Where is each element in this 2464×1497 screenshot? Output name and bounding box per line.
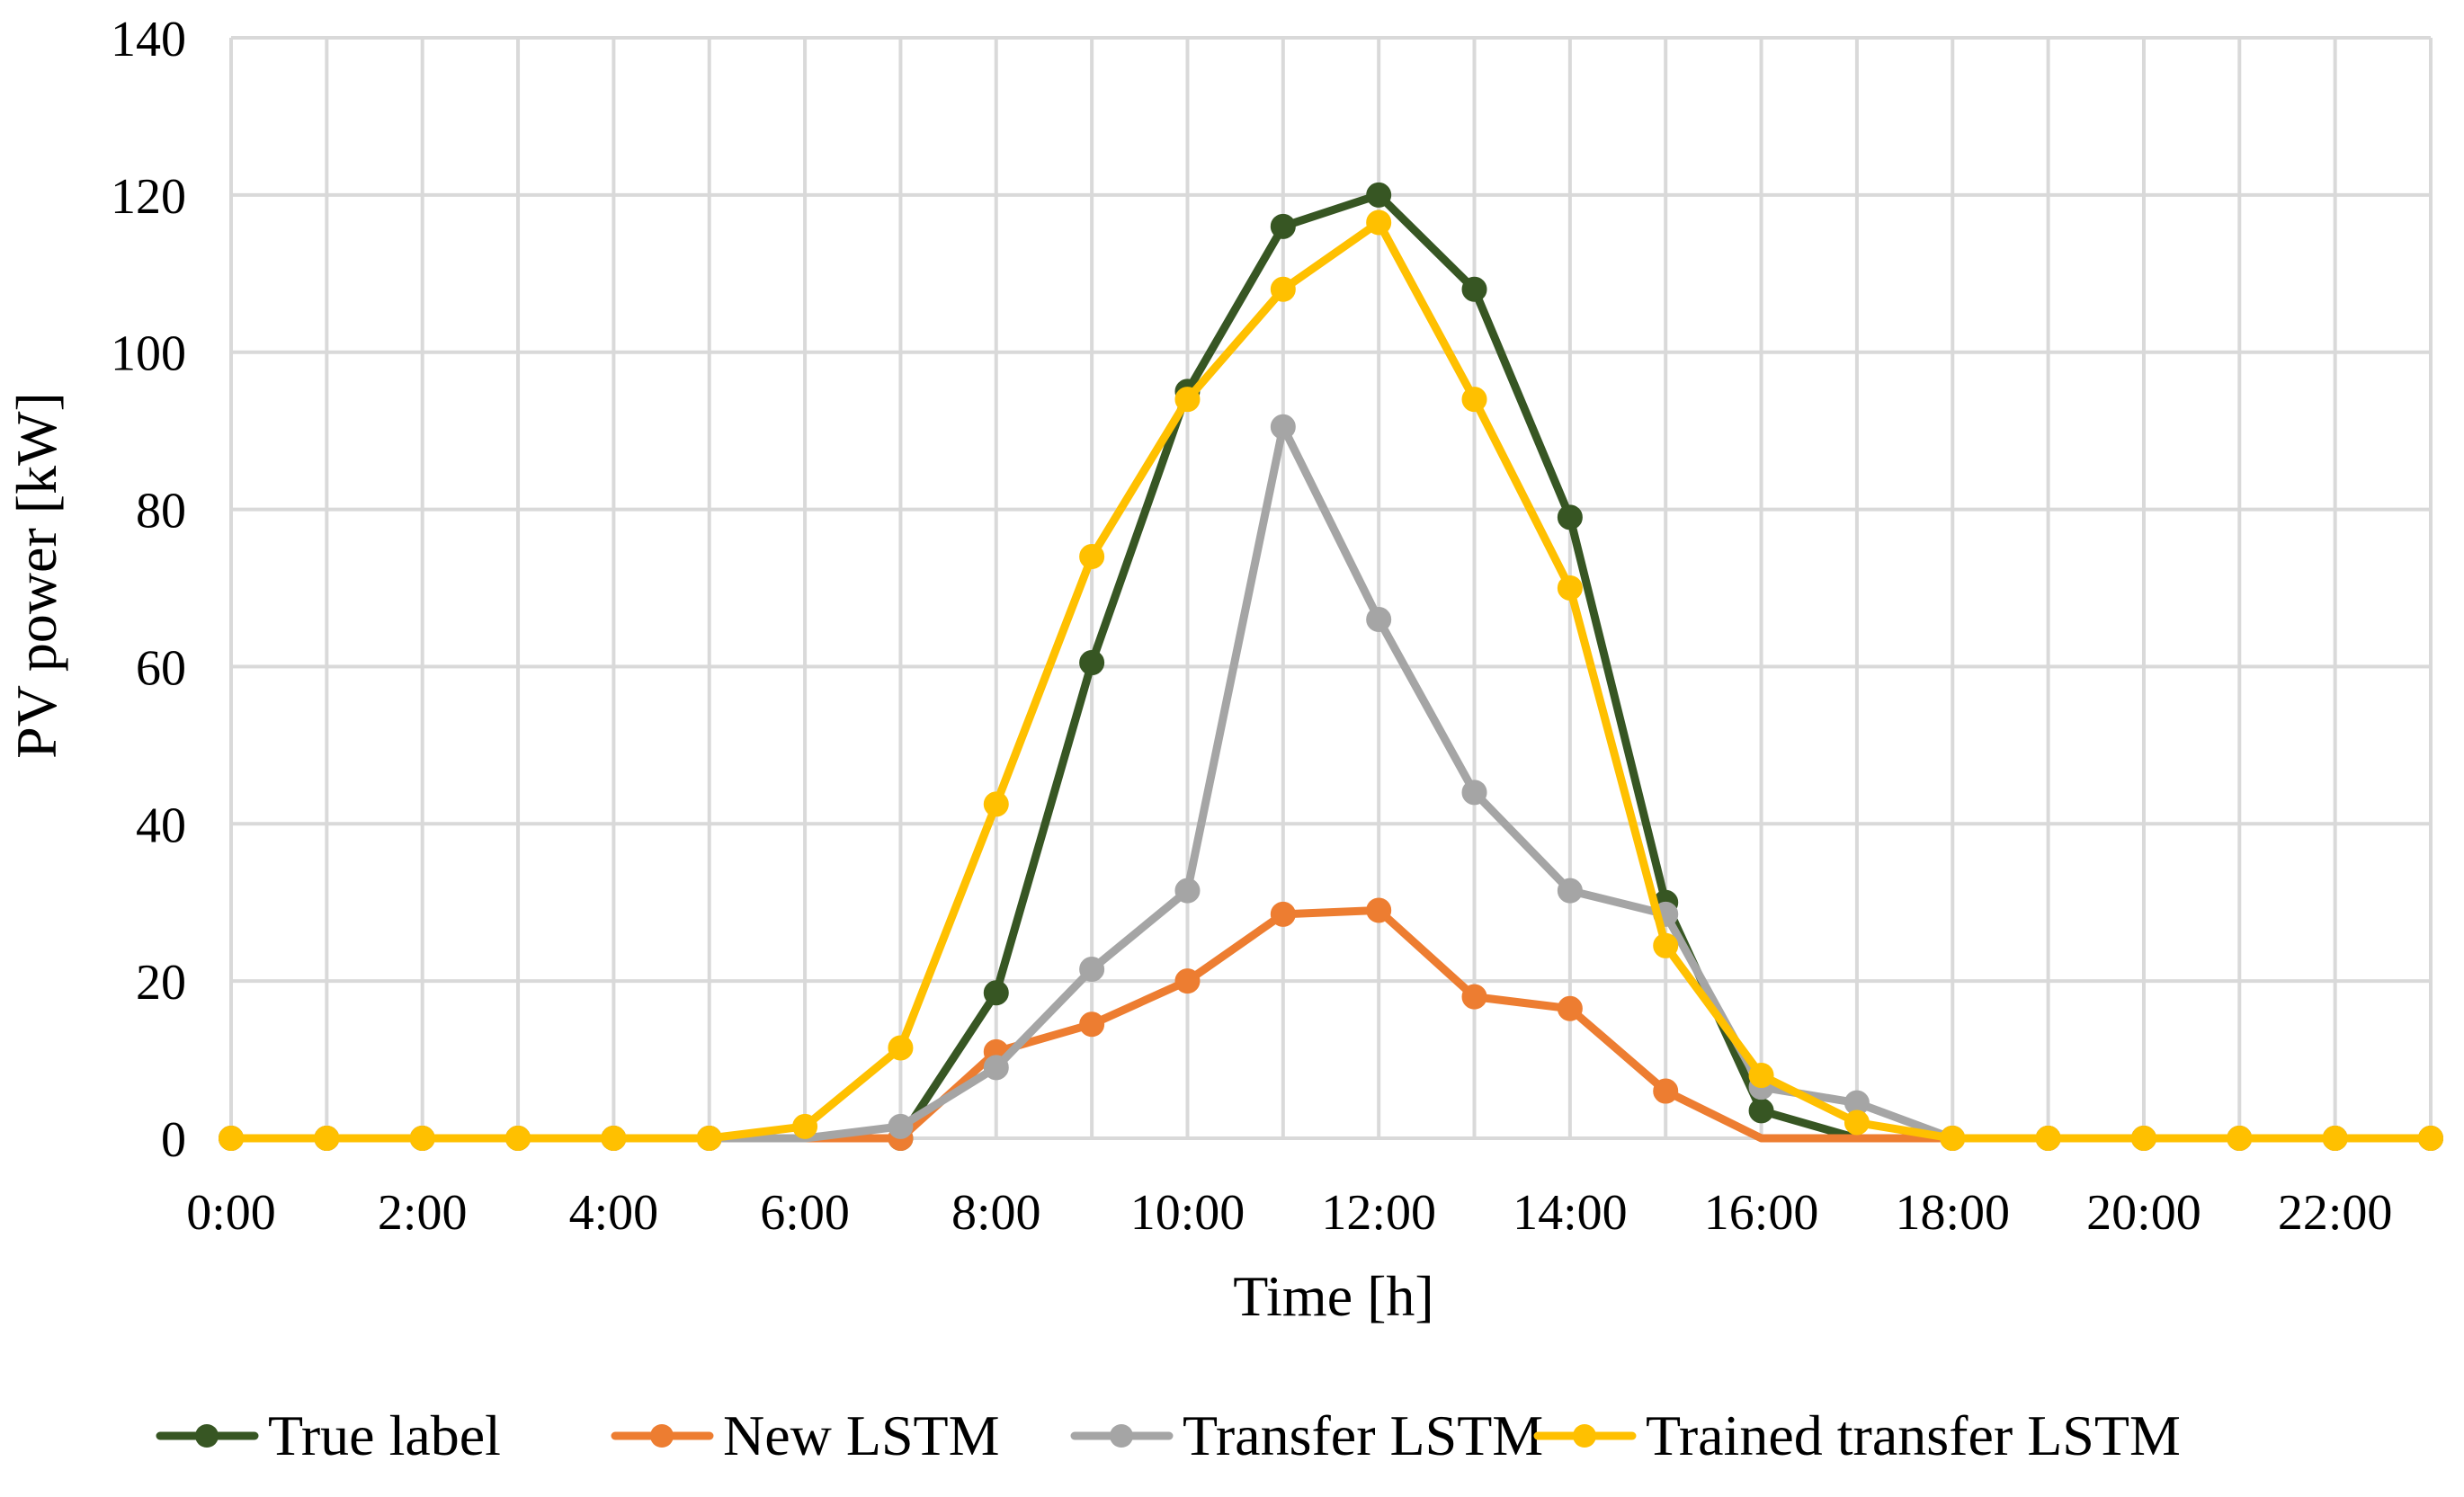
data-point-new-lstm xyxy=(1366,897,1392,923)
data-point-transfer-lstm xyxy=(983,1055,1009,1081)
x-tick-label: 8:00 xyxy=(951,1185,1041,1241)
y-tick-label: 80 xyxy=(136,484,186,539)
x-tick-label: 18:00 xyxy=(1895,1185,2010,1241)
data-point-new-lstm xyxy=(1653,1078,1679,1104)
data-point-trained-transfer-lstm xyxy=(601,1126,627,1151)
x-tick-label: 6:00 xyxy=(760,1185,850,1241)
x-tick-label: 12:00 xyxy=(1321,1185,1436,1241)
data-point-true-label xyxy=(1270,213,1296,239)
x-tick-label: 14:00 xyxy=(1513,1185,1628,1241)
data-point-transfer-lstm xyxy=(888,1113,914,1139)
legend-swatch-marker xyxy=(195,1424,219,1448)
data-point-trained-transfer-lstm xyxy=(2227,1126,2253,1151)
legend-label: Transfer LSTM xyxy=(1183,1403,1543,1467)
y-tick-label: 120 xyxy=(111,169,186,225)
data-point-true-label xyxy=(983,980,1009,1006)
x-tick-label: 20:00 xyxy=(2086,1185,2201,1241)
legend-swatch-marker xyxy=(1110,1424,1133,1448)
data-point-trained-transfer-lstm xyxy=(696,1126,722,1151)
data-point-trained-transfer-lstm xyxy=(1653,932,1679,958)
series-new-lstm xyxy=(219,897,2443,1151)
y-tick-label: 0 xyxy=(161,1112,186,1168)
legend[interactable]: True label New LSTM Transfer LSTM Trained t… xyxy=(156,1403,2181,1467)
x-tick-label: 0:00 xyxy=(186,1185,276,1241)
data-point-trained-transfer-lstm xyxy=(983,791,1009,817)
y-tick-label: 60 xyxy=(136,640,186,696)
y-tick-label: 100 xyxy=(111,326,186,382)
x-tick-label: 4:00 xyxy=(569,1185,659,1241)
data-point-new-lstm xyxy=(1079,1011,1105,1038)
data-point-trained-transfer-lstm xyxy=(409,1126,435,1151)
legend-item-transfer-lstm[interactable]: Transfer LSTM xyxy=(1070,1403,1543,1467)
legend-item-new-lstm[interactable]: New LSTM xyxy=(611,1403,1000,1467)
legend-item-trained-transfer-lstm[interactable]: Trained transfer LSTM xyxy=(1533,1403,2181,1467)
data-point-new-lstm xyxy=(1270,901,1296,927)
legend-item-true-label[interactable]: True label xyxy=(156,1403,501,1467)
data-point-trained-transfer-lstm xyxy=(1174,387,1201,413)
x-tick-label: 2:00 xyxy=(378,1185,468,1241)
data-point-true-label xyxy=(1366,182,1392,208)
series-group xyxy=(219,182,2443,1151)
data-point-transfer-lstm xyxy=(1461,780,1487,806)
data-point-true-label xyxy=(1461,276,1487,302)
y-tick-label: 40 xyxy=(136,798,186,853)
data-point-trained-transfer-lstm xyxy=(1748,1063,1774,1089)
data-point-true-label xyxy=(1079,650,1105,676)
data-point-trained-transfer-lstm xyxy=(888,1035,914,1061)
legend-label: New LSTM xyxy=(723,1403,1000,1467)
data-point-trained-transfer-lstm xyxy=(792,1113,818,1139)
legend-swatch-marker xyxy=(650,1424,674,1448)
x-tick-label: 16:00 xyxy=(1704,1185,1819,1241)
data-point-trained-transfer-lstm xyxy=(1366,209,1392,236)
data-point-true-label xyxy=(1748,1098,1774,1124)
data-point-trained-transfer-lstm xyxy=(1079,544,1105,570)
legend-label: True label xyxy=(268,1403,501,1467)
series-transfer-lstm xyxy=(219,414,2443,1151)
data-point-trained-transfer-lstm xyxy=(1461,387,1487,413)
data-point-trained-transfer-lstm xyxy=(314,1126,340,1151)
series-line-transfer-lstm xyxy=(227,423,2435,1143)
data-point-new-lstm xyxy=(1557,995,1583,1021)
y-axis-title: PV power [kW] xyxy=(4,392,68,759)
data-point-trained-transfer-lstm xyxy=(2418,1126,2443,1151)
tick-labels: 0 20 40 60 80 100 120 140 0:00 2:00 4:00 6:00 8:00 10… xyxy=(111,12,2392,1241)
data-point-transfer-lstm xyxy=(1366,606,1392,632)
data-point-trained-transfer-lstm xyxy=(2322,1126,2348,1151)
data-point-trained-transfer-lstm xyxy=(1940,1126,1966,1151)
data-point-trained-transfer-lstm xyxy=(505,1126,531,1151)
series-line-trained-transfer-lstm xyxy=(227,218,2435,1143)
data-point-trained-transfer-lstm xyxy=(1557,575,1583,601)
x-axis-title: Time [h] xyxy=(1233,1264,1433,1328)
data-point-transfer-lstm xyxy=(1079,957,1105,983)
grid xyxy=(229,36,2433,1138)
data-point-trained-transfer-lstm xyxy=(219,1126,244,1151)
x-tick-label: 10:00 xyxy=(1130,1185,1245,1241)
y-tick-label: 140 xyxy=(111,12,186,67)
y-tick-label: 20 xyxy=(136,955,186,1011)
data-point-trained-transfer-lstm xyxy=(1270,276,1296,302)
data-point-transfer-lstm xyxy=(1270,414,1296,440)
data-point-trained-transfer-lstm xyxy=(2130,1126,2156,1151)
series-line-new-lstm xyxy=(227,905,2435,1143)
data-point-true-label xyxy=(1557,504,1583,530)
x-tick-label: 22:00 xyxy=(2278,1185,2393,1241)
data-point-new-lstm xyxy=(1461,984,1487,1010)
series-trained-transfer-lstm xyxy=(219,209,2443,1151)
data-point-trained-transfer-lstm xyxy=(1844,1109,1870,1136)
legend-swatch-marker xyxy=(1573,1424,1596,1448)
data-point-new-lstm xyxy=(1174,968,1201,994)
data-point-trained-transfer-lstm xyxy=(2035,1126,2061,1151)
data-point-transfer-lstm xyxy=(1174,878,1201,904)
legend-label: Trained transfer LSTM xyxy=(1646,1403,2181,1467)
data-point-transfer-lstm xyxy=(1557,878,1583,904)
